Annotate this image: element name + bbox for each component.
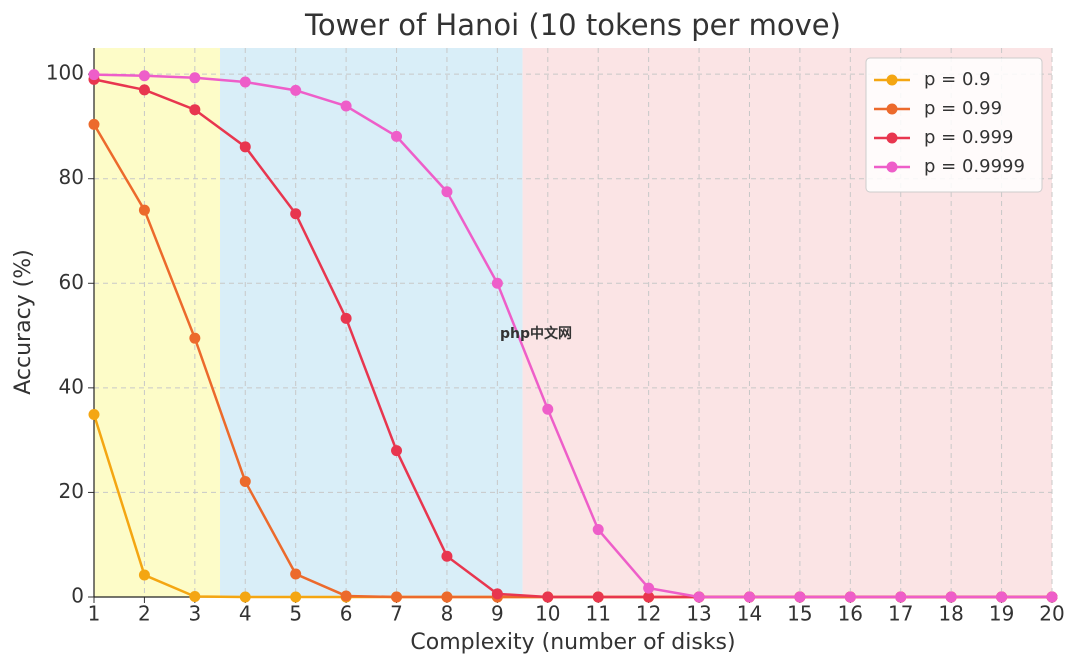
data-point [138,84,150,96]
x-tick-label: 17 [888,602,913,626]
data-point [542,591,554,603]
x-tick-label: 16 [838,602,863,626]
data-point [189,332,201,344]
data-point [844,591,856,603]
x-tick-label: 12 [636,602,661,626]
data-point [239,591,251,603]
x-tick-label: 5 [289,602,302,626]
x-tick-label: 18 [938,602,963,626]
x-tick-label: 3 [188,602,201,626]
x-tick-label: 20 [1039,602,1064,626]
data-point [340,590,352,602]
data-point [189,590,201,602]
data-point [290,591,302,603]
y-tick-label: 80 [59,165,84,189]
data-point [592,591,604,603]
chart-title: Tower of Hanoi (10 tokens per move) [304,8,841,42]
data-point [290,208,302,220]
data-point [643,591,655,603]
legend-marker [886,74,898,86]
legend-label: p = 0.999 [924,127,1013,148]
data-point [290,84,302,96]
y-tick-label: 100 [46,61,84,85]
data-point [693,591,705,603]
data-point [441,186,453,198]
legend-marker [886,103,898,115]
x-tick-label: 10 [535,602,560,626]
x-axis-label: Complexity (number of disks) [410,630,735,655]
watermark: php中文网 [500,325,572,342]
data-point [1046,591,1058,603]
data-point [542,403,554,415]
data-point [88,409,100,421]
shaded-region [220,48,523,597]
x-tick-label: 2 [138,602,151,626]
data-point [138,569,150,581]
y-axis-label: Accuracy (%) [11,249,36,395]
data-point [441,591,453,603]
legend-box [865,57,1043,193]
x-tick-label: 13 [686,602,711,626]
x-tick-label: 6 [340,602,353,626]
y-tick-label: 0 [71,584,84,608]
x-tick-label: 15 [787,602,812,626]
data-point [340,100,352,112]
data-point [189,104,201,116]
data-point [592,524,604,536]
x-tick-label: 9 [491,602,504,626]
data-point [391,591,403,603]
x-tick-label: 1 [88,602,101,626]
data-point [239,141,251,153]
x-tick-label: 19 [989,602,1014,626]
data-point [491,588,503,600]
legend-label: p = 0.9999 [924,156,1025,177]
x-tick-label: 7 [390,602,403,626]
data-point [743,591,755,603]
legend-label: p = 0.99 [924,98,1002,119]
data-point [996,591,1008,603]
data-point [794,591,806,603]
x-tick-label: 11 [585,602,610,626]
data-point [391,130,403,142]
data-point [88,69,100,81]
x-tick-label: 14 [737,602,762,626]
y-tick-label: 40 [59,374,84,398]
data-point [391,445,403,457]
x-tick-label: 4 [239,602,252,626]
data-point [643,582,655,594]
data-point [189,72,201,84]
data-point [138,204,150,216]
data-point [340,312,352,324]
y-tick-label: 60 [59,270,84,294]
series-line [93,73,1052,599]
data-point [945,591,957,603]
data-point [138,70,150,82]
data-point [441,550,453,562]
data-point [239,76,251,88]
legend-marker [886,161,898,173]
data-point [88,118,100,130]
legend-label: p = 0.9 [924,69,991,90]
y-tick-label: 20 [59,479,84,503]
legend-marker [886,132,898,144]
data-point [895,591,907,603]
shaded-region [94,48,221,597]
data-point [290,568,302,580]
data-point [239,475,251,487]
x-tick-label: 8 [441,602,454,626]
data-point [491,277,503,289]
